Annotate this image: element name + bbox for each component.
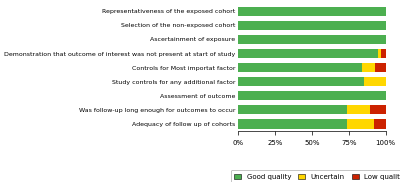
Legend: Good quality, Uncertain, Low quality: Good quality, Uncertain, Low quality [231,170,400,182]
Bar [374,119,386,128]
Bar [364,77,386,86]
Bar [370,105,386,114]
Bar [238,35,386,44]
Bar [381,49,386,58]
Bar [378,49,381,58]
Bar [238,105,348,114]
Bar [238,77,364,86]
Bar [376,63,386,72]
Bar [238,49,378,58]
Bar [238,7,386,16]
Bar [238,63,362,72]
Bar [348,105,370,114]
Bar [238,91,386,100]
Bar [362,63,376,72]
Bar [348,119,374,128]
Bar [238,21,386,30]
Bar [238,119,348,128]
